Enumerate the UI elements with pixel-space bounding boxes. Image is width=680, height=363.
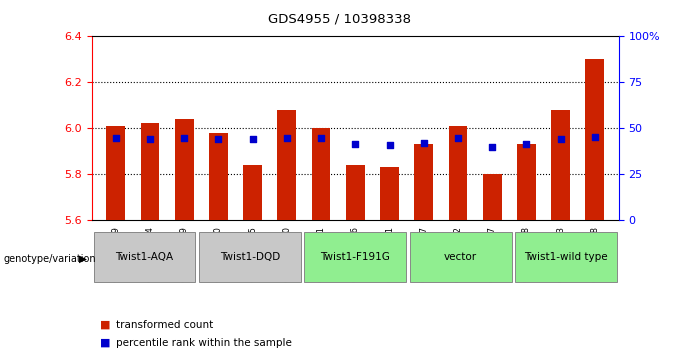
FancyBboxPatch shape (410, 232, 511, 282)
Text: Twist1-AQA: Twist1-AQA (116, 252, 173, 262)
Text: transformed count: transformed count (116, 320, 213, 330)
Bar (277, 110, 296, 220)
Point (213, 136, 224, 142)
Text: Twist1-wild type: Twist1-wild type (524, 252, 608, 262)
Bar (106, 126, 125, 220)
Point (110, 135, 121, 141)
Point (145, 136, 156, 142)
FancyBboxPatch shape (305, 232, 406, 282)
Bar (311, 128, 330, 220)
Bar (209, 132, 228, 220)
Text: ■: ■ (100, 320, 111, 330)
Point (590, 134, 600, 140)
Text: ■: ■ (100, 338, 111, 348)
Text: percentile rank within the sample: percentile rank within the sample (116, 338, 292, 348)
Bar (483, 174, 502, 220)
Bar (175, 119, 194, 220)
Bar (346, 165, 364, 220)
Point (384, 142, 395, 148)
Bar (380, 167, 399, 220)
Bar (141, 123, 159, 220)
Bar (551, 110, 570, 220)
Point (316, 135, 326, 141)
FancyBboxPatch shape (515, 232, 617, 282)
Bar (585, 59, 605, 220)
Text: vector: vector (444, 252, 477, 262)
Point (487, 144, 498, 150)
Point (555, 136, 566, 142)
Text: Twist1-DQD: Twist1-DQD (220, 252, 280, 262)
Point (350, 141, 361, 147)
Point (248, 136, 258, 142)
Point (521, 141, 532, 147)
Bar (243, 165, 262, 220)
Bar (449, 126, 467, 220)
Bar (414, 144, 433, 220)
Point (179, 135, 190, 141)
FancyBboxPatch shape (199, 232, 301, 282)
Point (418, 140, 429, 146)
Text: GDS4955 / 10398338: GDS4955 / 10398338 (269, 13, 411, 26)
Bar (517, 144, 536, 220)
Text: genotype/variation: genotype/variation (3, 254, 96, 264)
Point (452, 135, 463, 141)
FancyBboxPatch shape (94, 232, 195, 282)
Point (282, 135, 292, 141)
Text: ▶: ▶ (79, 254, 87, 264)
Text: Twist1-F191G: Twist1-F191G (320, 252, 390, 262)
